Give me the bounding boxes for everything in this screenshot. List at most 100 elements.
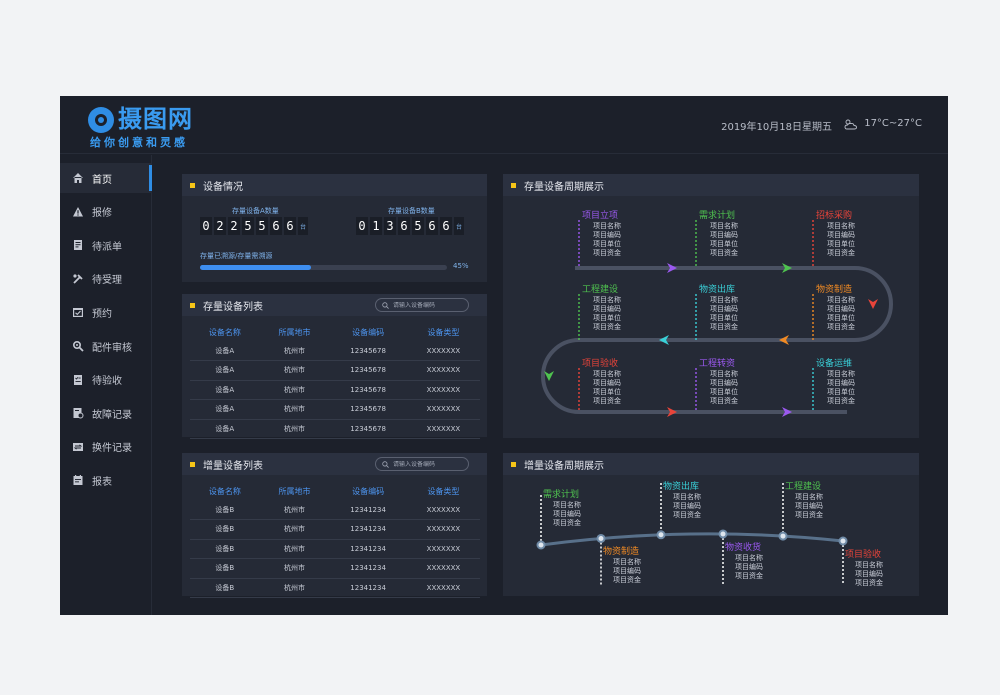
stage-title[interactable]: 物资收货 (725, 542, 762, 553)
stage-item: 项目资金 (593, 323, 621, 331)
sidebar-item-inspection[interactable]: 待验收 (60, 365, 152, 395)
stage-title[interactable]: 项目验收 (845, 550, 882, 560)
sidebar-item-accept[interactable]: 待受理 (60, 264, 152, 294)
timeline-node[interactable] (536, 540, 546, 550)
brand-logo[interactable]: 摄图网 给你创意和灵感 (88, 104, 228, 149)
document-icon (72, 239, 84, 251)
table-row[interactable]: 设备A 杭州市 12345678 XXXXXXX (190, 341, 480, 361)
table-cell: XXXXXXX (406, 519, 480, 540)
stage-title[interactable]: 工程建设 (582, 285, 619, 295)
stage-item: 项目编码 (673, 502, 701, 510)
sidebar-item-fault-log[interactable]: 故障记录 (60, 398, 152, 428)
column-header[interactable]: 设备类型 (427, 487, 460, 496)
counter-digit: 1 (370, 217, 382, 235)
stage-title[interactable]: 工程建设 (785, 482, 822, 492)
panel-title: 增量设备列表 (203, 460, 263, 472)
column-header[interactable]: 设备编码 (352, 328, 385, 337)
stage-title[interactable]: 物资制造 (816, 285, 853, 295)
bullet-icon (190, 461, 195, 467)
stage-item: 项目单位 (710, 240, 738, 248)
stage-item: 项目名称 (673, 493, 701, 501)
counter-unit: 台 (454, 217, 464, 235)
table-cell: 12341234 (329, 558, 407, 579)
table-row[interactable]: 设备B 杭州市 12341234 XXXXXXX (190, 500, 480, 520)
table-row[interactable]: 设备B 杭州市 12341234 XXXXXXX (190, 539, 480, 559)
stage-item: 项目名称 (855, 561, 883, 569)
column-header[interactable]: 所属地市 (278, 328, 311, 337)
table-cell: XXXXXXX (406, 360, 480, 381)
sidebar-item-parts-review[interactable]: 配件审核 (60, 331, 152, 361)
table-cell: 杭州市 (259, 558, 330, 579)
table-row[interactable]: 设备A 杭州市 12345678 XXXXXXX (190, 399, 480, 420)
sidebar-nav: 首页报修 待派单待受理预约配件审核待验收 故障记录换件记录 报表 (60, 155, 152, 615)
counter-digit: 6 (440, 217, 452, 235)
table-row[interactable]: 设备A 杭州市 12345678 XXXXXXX (190, 419, 480, 439)
swap-icon (72, 441, 84, 453)
new-search-input[interactable] (393, 460, 463, 468)
column-header[interactable]: 设备编码 (352, 487, 385, 496)
gear-search-icon (72, 340, 84, 352)
stage-title[interactable]: 工程转资 (699, 359, 736, 369)
stage-title[interactable]: 物资制造 (603, 547, 640, 558)
stage-title[interactable]: 设备运维 (816, 359, 853, 369)
table-row[interactable]: 设备A 杭州市 12345678 XXXXXXX (190, 360, 480, 381)
table-row[interactable]: 设备A 杭州市 12345678 XXXXXXX (190, 380, 480, 400)
table-row[interactable]: 设备B 杭州市 12341234 XXXXXXX (190, 578, 480, 598)
timeline-node[interactable] (718, 529, 728, 539)
stage-items: 项目名称 项目编码 项目资金 (735, 554, 763, 581)
sidebar-item-dispatch[interactable]: 待派单 (60, 230, 152, 260)
stage-title[interactable]: 物资出库 (699, 285, 736, 295)
stage-title[interactable]: 项目立项 (582, 211, 619, 221)
warning-icon (72, 206, 84, 218)
counter-digit: 0 (356, 217, 368, 235)
sidebar-item-appointment[interactable]: 预约 (60, 297, 152, 327)
panel-header: 增量设备周期展示 (503, 453, 919, 475)
table-cell: 设备A (190, 399, 260, 420)
table-cell: 杭州市 (259, 399, 330, 420)
stage-items: 项目名称 项目编码 项目单位 项目资金 (593, 370, 621, 406)
stock-search-box[interactable] (375, 298, 469, 312)
table-row[interactable]: 设备B 杭州市 12341234 XXXXXXX (190, 519, 480, 540)
stage-item: 项目资金 (553, 519, 581, 527)
sidebar-item-label: 预约 (92, 308, 112, 320)
sidebar-item-report[interactable]: 报表 (60, 465, 152, 495)
timeline-node[interactable] (778, 531, 788, 541)
stage-item: 项目名称 (710, 222, 738, 230)
table-cell: 杭州市 (259, 360, 330, 381)
sidebar-item-home[interactable]: 首页 (60, 163, 152, 193)
sidebar-item-replace-log[interactable]: 换件记录 (60, 432, 152, 462)
stock-search-input[interactable] (393, 301, 463, 309)
flow-arrow (782, 407, 792, 417)
column-header[interactable]: 设备名称 (208, 328, 241, 337)
stage-item: 项目编码 (710, 231, 738, 239)
timeline-node[interactable] (838, 536, 848, 546)
stage-title[interactable]: 项目验收 (582, 359, 619, 369)
timeline-node[interactable] (596, 533, 606, 543)
stage-item: 项目名称 (795, 493, 823, 501)
column-header[interactable]: 设备类型 (427, 328, 460, 337)
table-cell: XXXXXXX (406, 399, 480, 420)
stage-item: 项目资金 (593, 249, 621, 257)
flow-arrow (544, 371, 554, 381)
stage-title[interactable]: 需求计划 (699, 211, 736, 221)
flow-arrow (667, 407, 677, 417)
sidebar-item-repair[interactable]: 报修 (60, 197, 152, 227)
timeline-node[interactable] (656, 530, 666, 540)
camera-shutter-icon (88, 107, 114, 133)
stage-item: 项目名称 (553, 501, 581, 509)
stage-title[interactable]: 招标采购 (816, 211, 853, 221)
panel-header: 存量设备列表 (182, 294, 487, 316)
stage-title[interactable]: 物资出库 (663, 482, 700, 492)
table-row[interactable]: 设备B 杭州市 12341234 XXXXXXX (190, 558, 480, 579)
table-cell: 12341234 (329, 519, 407, 540)
table-cell: 12341234 (329, 500, 407, 520)
table-cell: 设备B (190, 558, 260, 579)
home-icon (72, 172, 84, 184)
stage-title[interactable]: 需求计划 (543, 490, 580, 500)
column-header[interactable]: 所属地市 (278, 487, 311, 496)
new-search-box[interactable] (375, 457, 469, 471)
cloud-sun-icon (844, 119, 858, 129)
column-header[interactable]: 设备名称 (208, 487, 241, 496)
stage-item: 项目资金 (827, 397, 855, 405)
stage-item: 项目编码 (795, 502, 823, 510)
